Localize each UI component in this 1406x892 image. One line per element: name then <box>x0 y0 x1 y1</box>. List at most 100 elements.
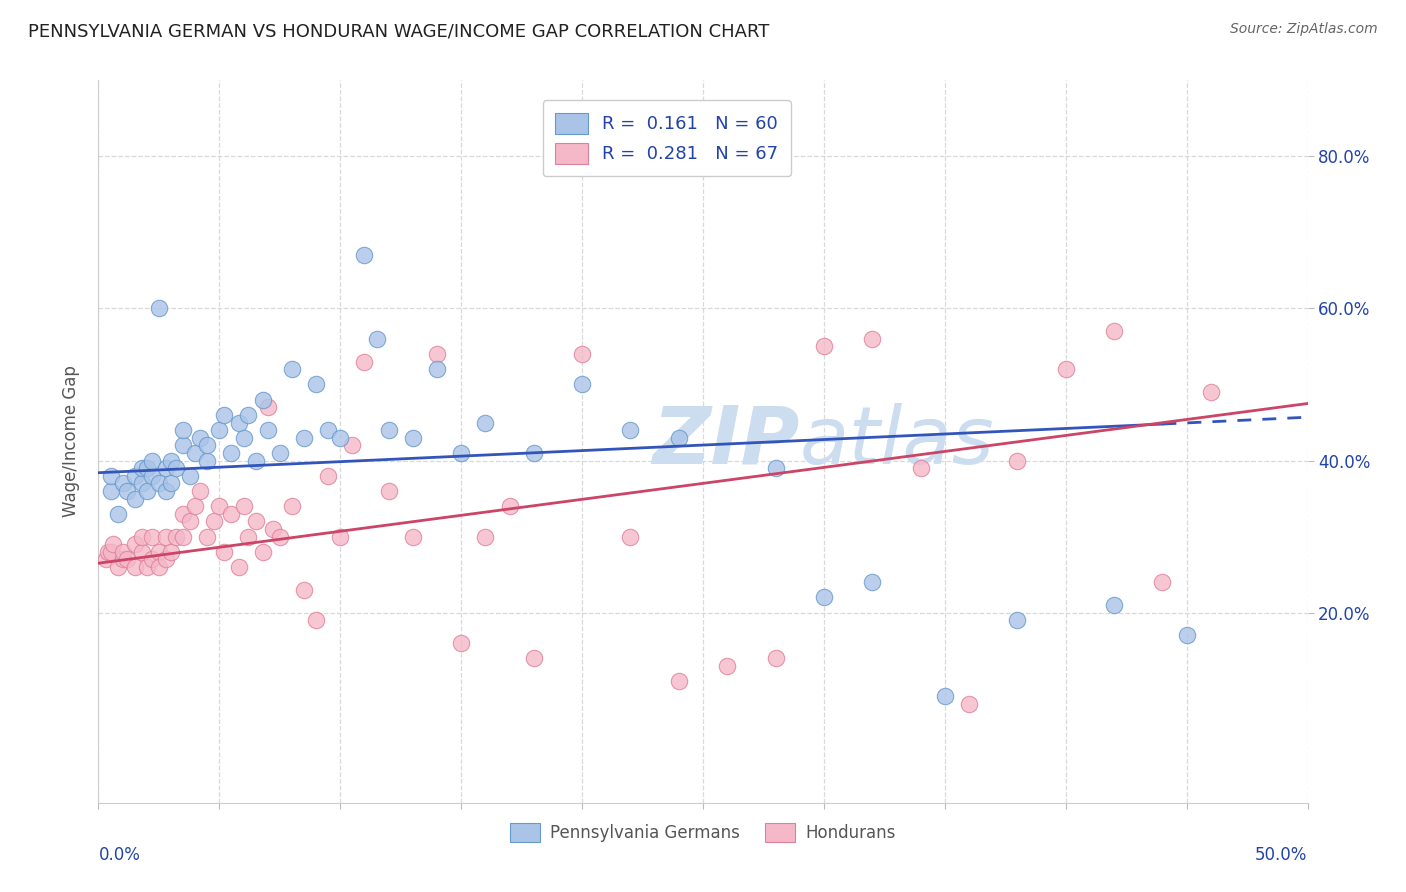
Point <box>148 545 170 559</box>
Point <box>1175 628 1198 642</box>
Point <box>305 613 328 627</box>
Point <box>165 461 187 475</box>
Point <box>131 476 153 491</box>
Point <box>450 636 472 650</box>
Point <box>305 377 328 392</box>
Point <box>141 552 163 566</box>
Point <box>498 499 520 513</box>
Text: ZIP: ZIP <box>652 402 800 481</box>
Point <box>619 530 641 544</box>
Point <box>221 507 243 521</box>
Point <box>813 591 835 605</box>
Point <box>934 690 956 704</box>
Point <box>269 530 291 544</box>
Point <box>212 545 235 559</box>
Point <box>195 438 218 452</box>
Text: 0.0%: 0.0% <box>98 847 141 864</box>
Point <box>329 431 352 445</box>
Point <box>377 423 399 437</box>
Point <box>135 560 157 574</box>
Point <box>135 461 157 475</box>
Point <box>245 453 267 467</box>
Point <box>252 545 274 559</box>
Point <box>131 461 153 475</box>
Point <box>1152 575 1174 590</box>
Legend: Pennsylvania Germans, Hondurans: Pennsylvania Germans, Hondurans <box>503 816 903 848</box>
Point <box>117 483 139 498</box>
Point <box>1102 598 1125 612</box>
Point <box>111 552 134 566</box>
Point <box>228 416 250 430</box>
Point <box>94 552 117 566</box>
Point <box>238 530 260 544</box>
Point <box>1199 385 1222 400</box>
Point <box>366 332 388 346</box>
Point <box>910 461 932 475</box>
Point <box>523 446 546 460</box>
Point <box>474 416 496 430</box>
Point <box>860 332 883 346</box>
Point <box>160 476 183 491</box>
Point <box>523 651 546 665</box>
Point <box>245 515 267 529</box>
Point <box>1054 362 1077 376</box>
Point <box>256 401 278 415</box>
Point <box>117 552 139 566</box>
Point <box>135 483 157 498</box>
Point <box>269 446 291 460</box>
Point <box>124 468 146 483</box>
Point <box>131 530 153 544</box>
Point <box>160 453 183 467</box>
Point <box>1007 613 1029 627</box>
Point <box>668 674 690 689</box>
Point <box>292 431 315 445</box>
Point <box>100 483 122 498</box>
Point <box>111 476 134 491</box>
Y-axis label: Wage/Income Gap: Wage/Income Gap <box>62 366 80 517</box>
Point <box>148 301 170 316</box>
Point <box>179 515 201 529</box>
Text: PENNSYLVANIA GERMAN VS HONDURAN WAGE/INCOME GAP CORRELATION CHART: PENNSYLVANIA GERMAN VS HONDURAN WAGE/INC… <box>28 22 769 40</box>
Point <box>281 499 304 513</box>
Point <box>1102 324 1125 338</box>
Point <box>188 431 211 445</box>
Point <box>101 537 124 551</box>
Point <box>141 530 163 544</box>
Point <box>172 530 194 544</box>
Point <box>100 468 122 483</box>
Point <box>281 362 304 376</box>
Point <box>765 651 787 665</box>
Point <box>155 552 177 566</box>
Point <box>342 438 364 452</box>
Point <box>353 354 375 368</box>
Point <box>184 499 207 513</box>
Point <box>228 560 250 574</box>
Point <box>813 339 835 353</box>
Point <box>172 507 194 521</box>
Point <box>107 507 129 521</box>
Point <box>141 468 163 483</box>
Point <box>238 408 260 422</box>
Point <box>160 545 183 559</box>
Point <box>353 248 375 262</box>
Point <box>111 545 134 559</box>
Point <box>474 530 496 544</box>
Point <box>426 347 449 361</box>
Point <box>179 468 201 483</box>
Point <box>165 530 187 544</box>
Text: Source: ZipAtlas.com: Source: ZipAtlas.com <box>1230 22 1378 37</box>
Point <box>619 423 641 437</box>
Point <box>131 545 153 559</box>
Point <box>212 408 235 422</box>
Point <box>571 377 593 392</box>
Point <box>571 347 593 361</box>
Point <box>148 476 170 491</box>
Point <box>292 582 315 597</box>
Point <box>668 431 690 445</box>
Point <box>377 483 399 498</box>
Point <box>204 515 226 529</box>
Point <box>155 461 177 475</box>
Point <box>316 423 339 437</box>
Point <box>155 530 177 544</box>
Point <box>124 491 146 506</box>
